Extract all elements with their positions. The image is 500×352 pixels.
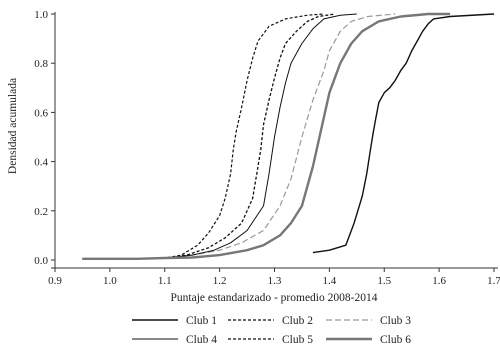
- x-tick-label: 0.9: [48, 275, 62, 287]
- y-tick-label: 1.0: [34, 9, 48, 21]
- x-tick-label: 1.4: [323, 275, 337, 287]
- x-tick-label: 1.5: [377, 275, 391, 287]
- y-tick-label: 0.8: [34, 58, 48, 70]
- series-line-club-4: [82, 13, 357, 260]
- series-line-club-6: [82, 12, 451, 260]
- axes: 0.9 1.0 1.1 1.2 1.3 1.4 1.5 1.6 1.7 0.0 0.2 0.4 0.6 0…: [34, 9, 500, 287]
- legend-label-club-2: Club 2: [282, 315, 313, 327]
- x-tick-label: 1.6: [432, 275, 446, 287]
- y-tick-label: 0.0: [34, 255, 48, 267]
- x-tick-label: 1.1: [158, 275, 172, 287]
- series-line-club-2: [82, 13, 324, 260]
- x-tick-label: 1.0: [103, 275, 117, 287]
- x-tick-label: 1.2: [213, 275, 227, 287]
- legend-label-club-4: Club 4: [186, 334, 217, 346]
- series-line-club-1: [312, 13, 495, 254]
- y-axis-label: Densidad acumulada: [7, 78, 19, 174]
- legend-label-club-5: Club 5: [282, 334, 313, 346]
- x-tick-label: 1.7: [487, 275, 500, 287]
- legend-label-club-6: Club 6: [380, 334, 411, 346]
- legend: Club 1 Club 2 Club 3 Club 4 Club 5 Club 6: [132, 315, 411, 346]
- y-tick-label: 0.4: [34, 157, 48, 169]
- x-axis-label: Puntaje estandarizado - promedio 2008-20…: [171, 292, 378, 304]
- legend-label-club-3: Club 3: [380, 315, 411, 327]
- x-tick-label: 1.3: [268, 275, 282, 287]
- legend-label-club-1: Club 1: [186, 315, 217, 327]
- y-tick-label: 0.2: [34, 206, 48, 218]
- series-line-club-5: [82, 13, 335, 260]
- plot-lines: [82, 12, 495, 260]
- y-tick-label: 0.6: [34, 107, 48, 119]
